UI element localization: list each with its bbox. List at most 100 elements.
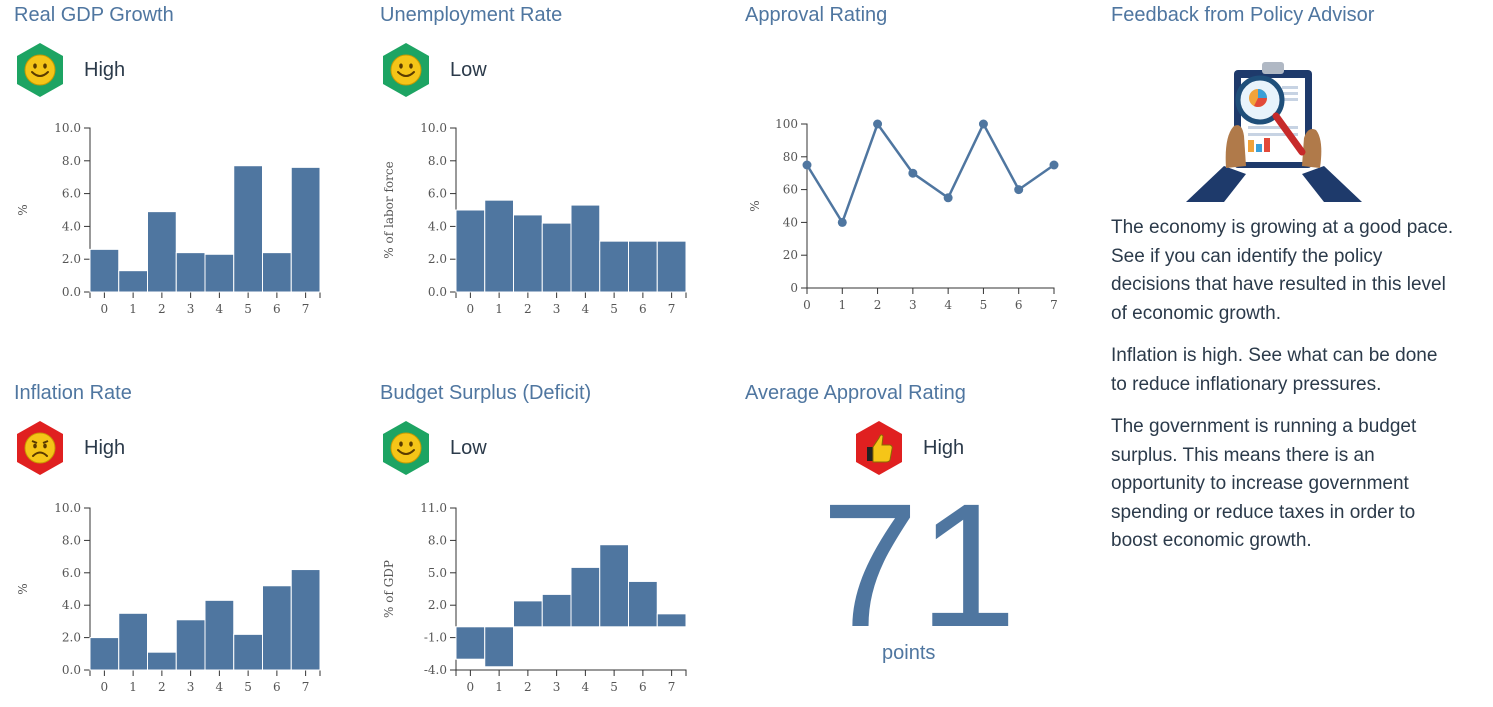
approval-title: Approval Rating [745,4,888,26]
feedback-paragraph-3: The government is running a budget surpl… [1111,416,1417,551]
inflation-y-tick-label: 8.0 [62,533,81,547]
gdp-y-tick-label: 6.0 [62,187,81,201]
inflation-x-tick-label: 0 [101,680,109,694]
inflation-y-tick-label: 6.0 [62,566,81,580]
unemployment-x-tick-label: 4 [582,302,590,316]
approval-x-tick-label: 1 [838,298,846,312]
unemployment-bar [541,222,572,293]
budget-bar [656,613,687,628]
approval-y-label: % [748,200,762,211]
inflation-bar [147,651,177,671]
gdp-bar [290,166,321,293]
inflation-bar [118,612,148,671]
budget-y-tick-label: -1.0 [424,631,447,645]
budget-bar [599,544,629,628]
unemployment-x-tick-label: 3 [553,302,561,316]
unemployment-x-tick-label: 7 [668,302,676,316]
unemployment-y-tick-label: 4.0 [428,219,447,233]
gdp-x-tick-label: 7 [302,302,310,316]
gdp-x-tick-label: 2 [158,302,166,316]
gdp-x-tick-label: 6 [273,302,281,316]
inflation-bar [204,599,235,671]
gdp-bar [147,211,177,293]
approval-y-axis [801,123,808,289]
inflation-bar [290,569,321,671]
approval-point [873,119,883,129]
budget-y-tick-label: 11.0 [420,501,447,515]
budget-bar [484,626,514,668]
gdp-y-tick-label: 0.0 [62,285,81,299]
unemployment-bar [484,199,514,293]
unemployment-bar [599,240,629,293]
unemployment-x-tick-label: 1 [495,302,503,316]
inflation-x-tick-label: 5 [244,680,252,694]
gdp-bar [233,165,263,293]
budget-bar [541,593,572,628]
approval-x-tick-label: 7 [1050,298,1058,312]
unemployment-status-label: Low [450,58,487,81]
average-unit: points [882,642,936,664]
unemployment-y-tick-label: 10.0 [420,121,447,135]
gdp-title: Real GDP Growth [14,4,174,26]
approval-point [1014,185,1024,195]
budget-y-tick-label: 2.0 [428,598,447,612]
approval-x-axis [806,287,1055,294]
inflation-status-label: High [84,436,126,459]
budget-status-label: Low [450,436,487,459]
unemployment-y-label: % of labor force [382,161,396,258]
budget-x-tick-label: 2 [524,680,532,694]
approval-point [908,168,918,178]
budget-y-axis [450,507,457,671]
inflation-y-tick-label: 2.0 [62,631,81,645]
inflation-status: High [14,420,125,476]
budget-y-tick-label: -4.0 [424,663,447,677]
inflation-y-label: % [16,583,30,594]
average-value: 71 [821,468,1017,664]
approval-chart: 0 20 40 60 80 100% 0 1 2 3 4 5 6 7 [748,117,1059,312]
inflation-y-tick-label: 4.0 [62,598,81,612]
budget-bar [570,566,601,628]
budget-y-tick-label: 8.0 [428,533,447,547]
unemployment-status: Low [380,42,487,98]
gdp-x-tick-label: 4 [216,302,224,316]
gdp-x-tick-label: 3 [187,302,195,316]
gdp-x-tick-label: 5 [244,302,252,316]
inflation-bar [175,619,206,671]
inflation-chart: 0.0 2.0 4.0 6.0 8.0 10.0% 0 1 2 3 4 5 6 7 [16,501,321,694]
gdp-status: High [14,42,125,98]
gdp-y-tick-label: 4.0 [62,219,81,233]
average-status: High [853,420,964,476]
approval-line [805,121,1055,226]
inflation-y-tick-label: 0.0 [62,663,81,677]
unemployment-x-axis [455,291,687,298]
inflation-title: Inflation Rate [14,382,132,404]
clipboard-magnifier-icon [1186,62,1362,202]
feedback-title: Feedback from Policy Advisor [1111,4,1375,26]
inflation-x-tick-label: 6 [273,680,281,694]
inflation-x-tick-label: 2 [158,680,166,694]
budget-x-axis [455,669,687,676]
inflation-x-tick-label: 4 [216,680,224,694]
gdp-x-tick-label: 1 [129,302,137,316]
approval-y-tick-label: 80 [783,150,798,164]
gdp-y-tick-label: 2.0 [62,252,81,266]
approval-y-tick-label: 60 [783,183,798,197]
approval-point [978,119,988,129]
approval-x-tick-label: 0 [803,298,811,312]
budget-chart: -4.0 -1.0 2.0 5.0 8.0 11.0 % of GDP 0 1 2 3 4 5 6 7 [382,501,687,694]
unemployment-x-tick-label: 0 [467,302,475,316]
feedback-paragraph-1: The economy is growing at a good pace. S… [1111,217,1454,324]
gdp-y-axis [84,127,91,293]
gdp-bar [175,252,206,293]
gdp-bar [118,270,148,293]
inflation-x-axis [89,669,321,676]
approval-point [943,193,953,203]
inflation-y-axis [84,507,91,671]
inflation-bar [262,585,292,671]
average-panel: Average Approval Rating High 71 points [745,382,1085,702]
approval-point [802,160,812,170]
unemployment-y-tick-label: 0.0 [428,285,447,299]
gdp-x-axis [89,291,321,298]
smiley-face-icon [380,420,432,476]
inflation-y-tick-label: 10.0 [54,501,81,515]
